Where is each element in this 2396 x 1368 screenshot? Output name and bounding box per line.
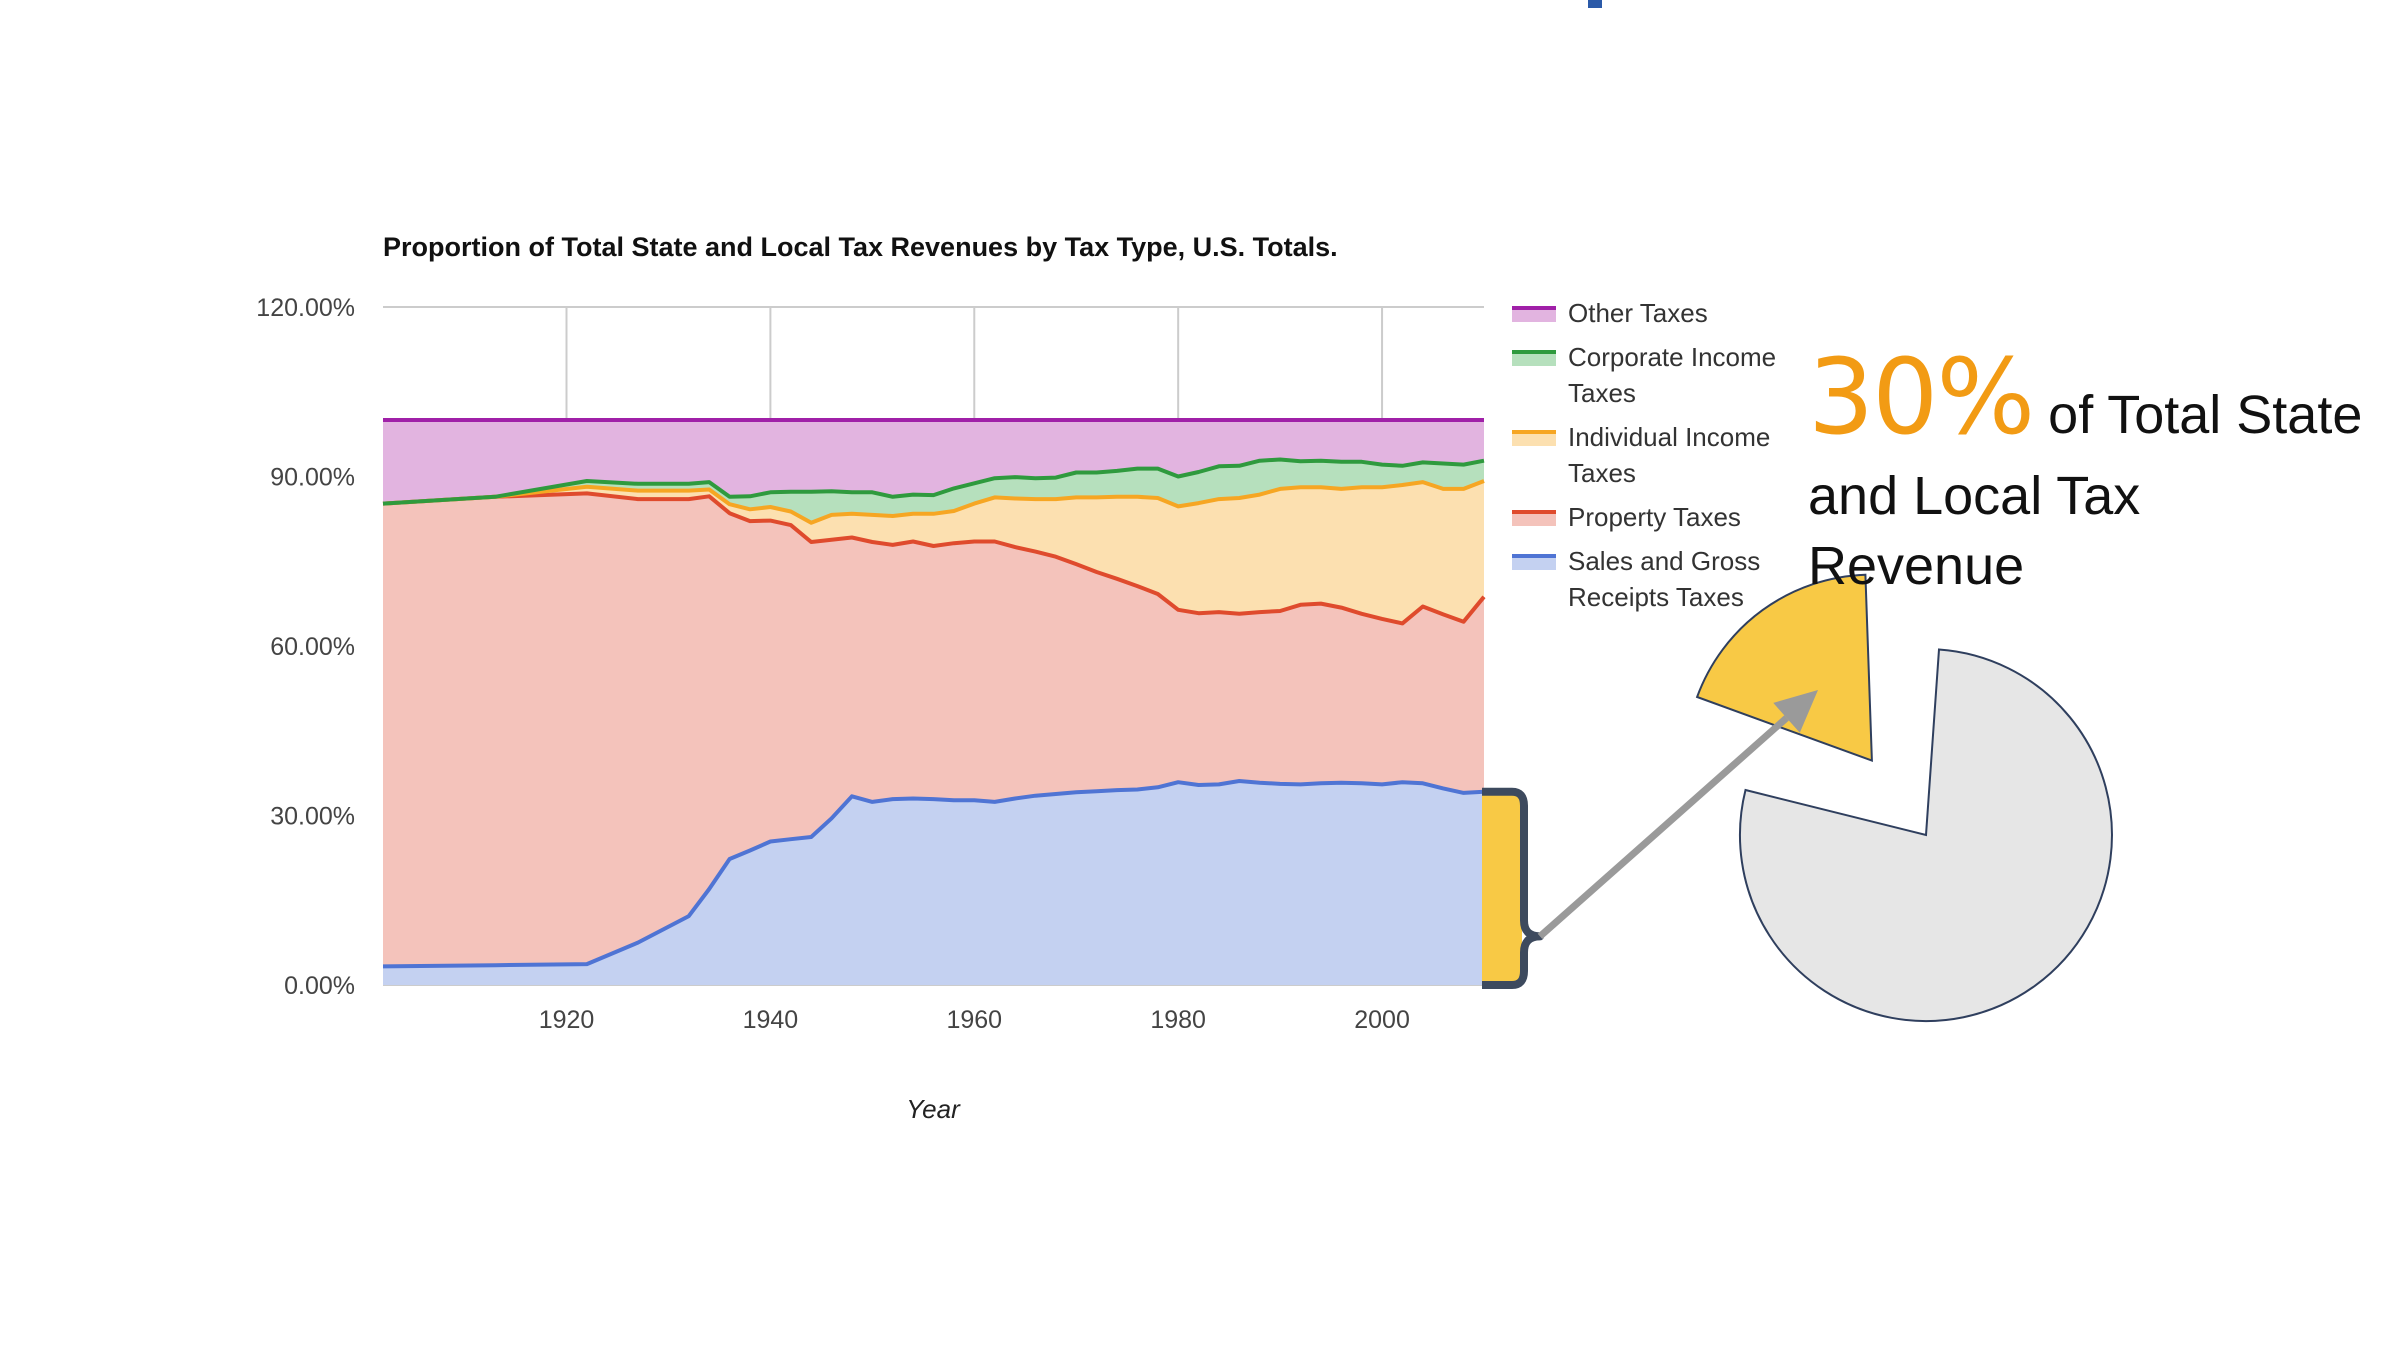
y-tick-label: 120.00%	[256, 294, 355, 322]
legend-swatch	[1512, 432, 1556, 446]
legend-swatch	[1512, 308, 1556, 322]
bracket-fill	[1482, 791, 1522, 985]
chart-title: Proportion of Total State and Local Tax …	[383, 232, 1338, 262]
y-tick-label: 60.00%	[270, 633, 355, 661]
pie-slice-rest	[1738, 648, 2113, 1023]
top-edge-mark	[1588, 0, 1602, 8]
y-tick-label: 90.00%	[270, 464, 355, 492]
line-series-3	[382, 457, 1485, 506]
area-series-1	[383, 493, 1484, 967]
x-tick-label: 1980	[1150, 1006, 1206, 1034]
legend-entry: Individual Income Taxes	[1568, 422, 1770, 488]
y-tick-label: 30.00%	[270, 803, 355, 831]
series-areas	[383, 420, 1484, 985]
x-tick-label: 1940	[743, 1006, 799, 1034]
legend-swatch	[1512, 556, 1556, 570]
pie-slice-highlight	[1695, 573, 1873, 763]
annotation	[1482, 573, 2113, 1023]
arrow-shaft	[1537, 715, 1789, 940]
legend-swatch	[1512, 512, 1556, 526]
y-tick-label: 0.00%	[284, 972, 355, 1000]
x-axis-title: Year	[906, 1094, 961, 1124]
legend-entry: Corporate Income Taxes	[1568, 342, 1776, 408]
x-tick-label: 2000	[1354, 1006, 1410, 1034]
callout-text-line1: of Total State	[2033, 385, 2363, 445]
series-lines	[382, 418, 1486, 969]
legend-entry: Other Taxes	[1568, 298, 1708, 328]
callout: 30% of Total State and Local Tax Revenue	[1808, 330, 2368, 602]
line-series-2	[382, 479, 1485, 525]
legend: Other Taxes Corporate Income Taxes Individu…	[1512, 298, 1776, 612]
legend-entry: Property Taxes	[1568, 502, 1741, 532]
legend-swatch	[1512, 352, 1556, 366]
area-series-2	[383, 481, 1484, 624]
area-series-3	[383, 459, 1484, 523]
line-series-0	[382, 779, 1485, 969]
callout-text-line2: and Local Tax Revenue	[1808, 466, 2141, 597]
line-series-1	[382, 491, 1486, 626]
y-axis-ticks: 0.00% 30.00% 60.00% 90.00% 120.00%	[256, 294, 355, 1000]
x-axis-ticks: 1920 1940 1960 1980 2000	[539, 1006, 1410, 1034]
callout-percent: 30%	[1808, 336, 2035, 458]
legend-entry: Sales and Gross Receipts Taxes	[1568, 546, 1760, 612]
arrow-head	[1773, 690, 1818, 733]
x-tick-label: 1960	[946, 1006, 1002, 1034]
x-tick-label: 1920	[539, 1006, 595, 1034]
